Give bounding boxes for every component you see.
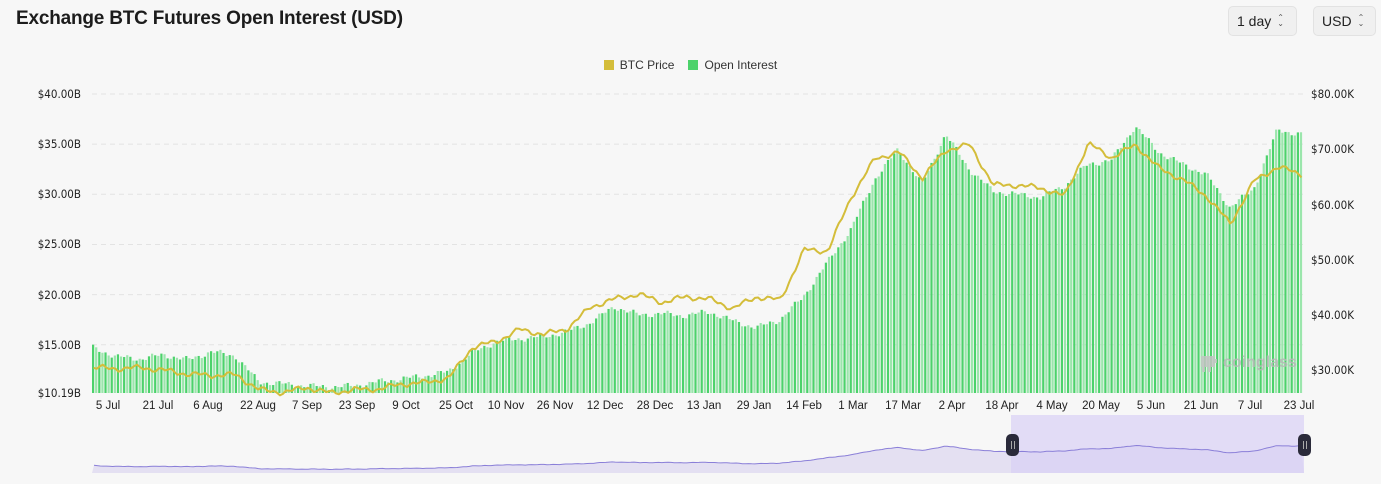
y-left-tick-label: $25.00B xyxy=(37,237,81,252)
y-right-tick-label: $40.00K xyxy=(1311,308,1354,323)
updown-chevron-icon: ⌃ ⌄ xyxy=(1277,13,1284,28)
y-left-tick-label: $10.19B xyxy=(37,386,81,400)
y-right-tick-label: $70.00K xyxy=(1311,142,1354,157)
x-tick-label: 26 Nov xyxy=(536,400,574,412)
x-tick-label: 7 Jul xyxy=(1237,400,1263,412)
interval-select[interactable]: 1 day ⌃ ⌄ xyxy=(1228,6,1297,36)
x-tick-label: 28 Dec xyxy=(636,400,674,412)
x-tick-label: 21 Jul xyxy=(142,400,174,412)
x-tick-label: 21 Jun xyxy=(1183,400,1219,412)
x-tick-label: 17 Mar xyxy=(885,400,921,412)
watermark: coinglass xyxy=(1197,352,1297,374)
y-left-tick-label: $40.00B xyxy=(37,87,81,101)
x-tick-label: 1 Mar xyxy=(838,400,868,412)
x-tick-label: 23 Sep xyxy=(338,400,376,412)
x-tick-label: 22 Aug xyxy=(240,400,276,412)
legend-label: BTC Price xyxy=(619,58,675,72)
btc-price-swatch-icon xyxy=(603,60,614,70)
y-left-tick-label: $30.00B xyxy=(37,187,81,202)
navigator-left-handle[interactable] xyxy=(1006,434,1019,456)
x-tick-label: 5 Jul xyxy=(95,400,121,412)
navigator-right-handle[interactable] xyxy=(1298,434,1311,456)
x-tick-label: 5 Jun xyxy=(1136,400,1166,412)
legend-item-btc-price[interactable]: BTC Price xyxy=(603,58,675,72)
x-tick-label: 25 Oct xyxy=(439,400,473,412)
x-tick-label: 9 Oct xyxy=(392,400,420,412)
x-tick-label: 29 Jan xyxy=(736,400,772,412)
x-tick-label: 4 May xyxy=(1036,400,1068,412)
y-right-tick-label: $30.00K xyxy=(1311,363,1354,378)
interval-select-value: 1 day xyxy=(1237,13,1272,29)
legend-label: Open Interest xyxy=(704,58,778,72)
currency-select-value: USD xyxy=(1322,13,1352,29)
chart-legend: BTC Price Open Interest xyxy=(0,58,1381,72)
y-right-tick-label: $80.00K xyxy=(1311,87,1354,101)
updown-chevron-icon: ⌃ ⌄ xyxy=(1357,13,1365,28)
legend-item-open-interest[interactable]: Open Interest xyxy=(688,58,777,72)
x-tick-label: 23 Jul xyxy=(1283,400,1315,412)
coinglass-logo-icon xyxy=(1201,356,1217,372)
open-interest-swatch-icon xyxy=(688,60,699,70)
x-tick-label: 12 Dec xyxy=(586,400,624,412)
y-left-tick-label: $35.00B xyxy=(37,137,81,152)
y-right-tick-label: $50.00K xyxy=(1311,252,1354,267)
x-tick-label: 10 Nov xyxy=(487,400,525,412)
x-tick-label: 13 Jan xyxy=(686,400,722,412)
x-tick-label: 7 Sep xyxy=(291,400,323,412)
y-left-tick-label: $15.00B xyxy=(37,337,81,352)
currency-select[interactable]: USD ⌃ ⌄ xyxy=(1313,6,1376,36)
y-right-tick-label: $60.00K xyxy=(1311,197,1354,212)
x-tick-label: 14 Feb xyxy=(786,400,822,412)
page-title: Exchange BTC Futures Open Interest (USD) xyxy=(16,8,403,29)
y-left-tick-label: $20.00B xyxy=(37,287,81,302)
x-tick-label: 2 Apr xyxy=(938,400,966,412)
x-tick-label: 20 May xyxy=(1082,400,1120,412)
x-tick-label: 18 Apr xyxy=(985,400,1019,412)
x-tick-label: 6 Aug xyxy=(193,400,223,412)
